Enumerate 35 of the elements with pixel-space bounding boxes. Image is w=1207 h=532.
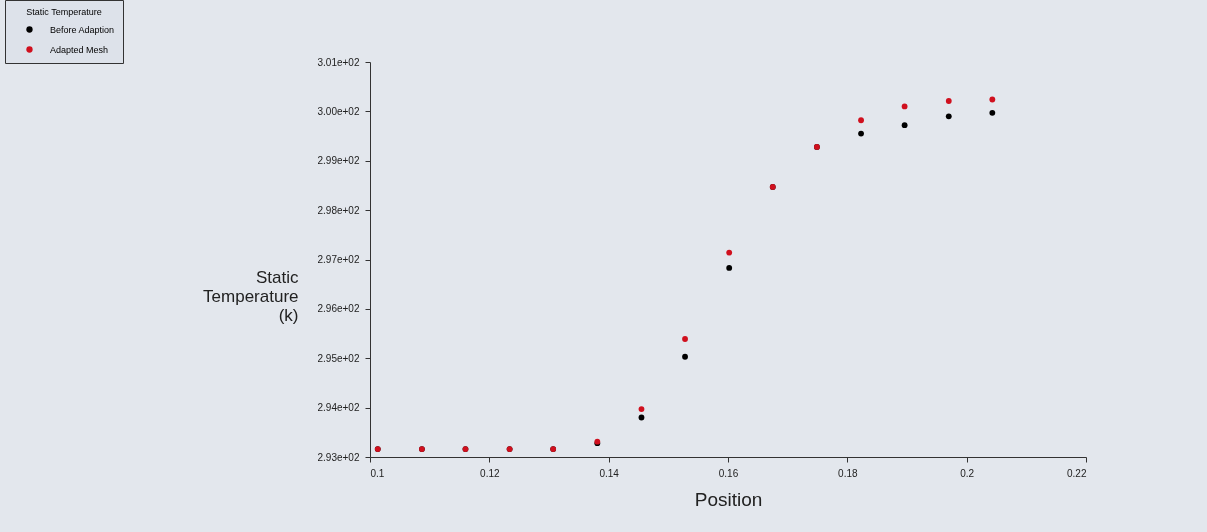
y-tick-label: 3.01e+02	[317, 56, 360, 68]
x-tick-label: 0.14	[599, 467, 620, 479]
x-tick-label: 0.1	[370, 467, 385, 479]
point	[989, 96, 996, 103]
y-tick-label: 2.97e+02	[317, 254, 360, 265]
point	[945, 98, 952, 104]
y-tick-label: 2.93e+02	[317, 451, 360, 463]
x-tick-label: 0.22	[1067, 467, 1087, 479]
point	[726, 264, 733, 271]
y-tick-label: 2.98e+02	[317, 204, 360, 216]
point	[901, 122, 908, 129]
point	[682, 336, 688, 342]
legend-label: Before Adaption	[50, 24, 115, 35]
legend-title: Static Temperature	[26, 7, 102, 17]
point	[945, 113, 952, 120]
point	[858, 117, 864, 124]
legend-label: Adapted Mesh	[50, 44, 109, 55]
y-tick-label: 3.00e+02	[317, 105, 360, 117]
point	[638, 414, 645, 421]
point	[726, 249, 733, 256]
y-tick-label: 2.99e+02	[317, 155, 360, 167]
x-tick-label: 0.18	[838, 467, 858, 479]
y-tick-label: 2.94e+02	[317, 402, 360, 414]
point	[682, 353, 688, 360]
y-tick-label: 2.96e+02	[317, 303, 360, 315]
x-tick-label: 0.2	[960, 467, 975, 479]
point	[858, 130, 864, 137]
point	[638, 406, 645, 413]
x-axis-title: Position	[694, 488, 763, 510]
point	[989, 109, 996, 116]
x-tick-label: 0.12	[480, 467, 500, 479]
x-tick-label: 0.16	[718, 467, 739, 479]
point	[901, 103, 908, 110]
y-axis-title: Static Temperature (k)	[203, 267, 299, 325]
y-tick-label: 2.95e+02	[317, 352, 360, 364]
